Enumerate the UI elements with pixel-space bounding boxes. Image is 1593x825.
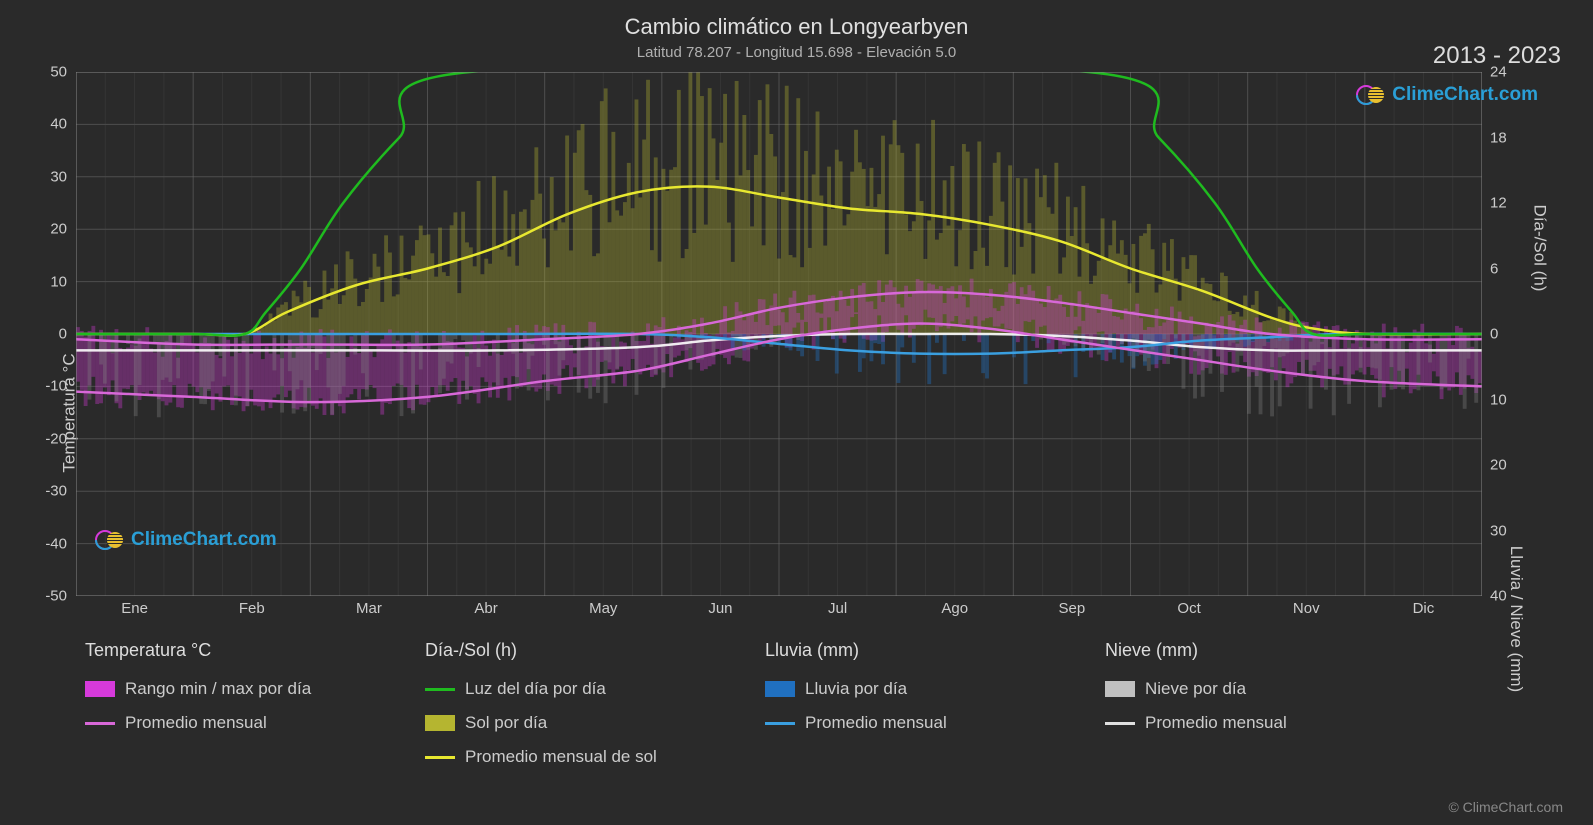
logo-icon (95, 525, 125, 555)
legend-title: Nieve (mm) (1105, 640, 1385, 661)
copyright: © ClimeChart.com (1448, 799, 1563, 815)
legend-label: Rango min / max por día (125, 679, 311, 699)
legend-item: Promedio mensual (1105, 713, 1385, 733)
swatch-icon (425, 715, 455, 731)
tick-right: 30 (1490, 522, 1507, 539)
logo-icon (1356, 80, 1386, 110)
chart-title: Cambio climático en Longyearbyen (0, 14, 1593, 40)
legend-title: Temperatura °C (85, 640, 365, 661)
tick-month: Jun (708, 600, 732, 617)
climate-chart: Cambio climático en Longyearbyen Latitud… (0, 0, 1593, 825)
tick-month: Oct (1177, 600, 1200, 617)
tick-left: -20 (27, 430, 67, 447)
watermark-top: ClimeChart.com (1356, 80, 1538, 110)
watermark-bottom: ClimeChart.com (95, 525, 277, 555)
swatch-line-icon (425, 688, 455, 691)
plot-svg (76, 72, 1482, 596)
tick-left: -30 (27, 483, 67, 500)
tick-right: 12 (1490, 195, 1507, 212)
legend-item: Promedio mensual de sol (425, 747, 705, 767)
tick-left: 0 (27, 326, 67, 343)
legend-label: Nieve por día (1145, 679, 1246, 699)
legend-item: Luz del día por día (425, 679, 705, 699)
legend-label: Promedio mensual (805, 713, 947, 733)
legend-label: Promedio mensual de sol (465, 747, 657, 767)
legend-col-daylight: Día-/Sol (h) Luz del día por día Sol por… (425, 640, 705, 767)
tick-right: 0 (1490, 326, 1498, 343)
legend-title: Lluvia (mm) (765, 640, 1045, 661)
legend-item: Promedio mensual (85, 713, 365, 733)
tick-right: 40 (1490, 588, 1507, 605)
legend-title: Día-/Sol (h) (425, 640, 705, 661)
y-axis-right-top-label: Día-/Sol (h) (1530, 204, 1550, 291)
tick-month: Nov (1293, 600, 1320, 617)
legend-item: Nieve por día (1105, 679, 1385, 699)
swatch-icon (765, 681, 795, 697)
watermark-text: ClimeChart.com (131, 529, 277, 551)
tick-month: Sep (1059, 600, 1086, 617)
watermark-text: ClimeChart.com (1392, 84, 1538, 106)
tick-left: 50 (27, 64, 67, 81)
chart-subtitle: Latitud 78.207 - Longitud 15.698 - Eleva… (0, 44, 1593, 61)
tick-month: Mar (356, 600, 382, 617)
legend-label: Promedio mensual (1145, 713, 1287, 733)
tick-left: 10 (27, 273, 67, 290)
swatch-line-icon (765, 722, 795, 725)
tick-month: Abr (474, 600, 497, 617)
legend-item: Sol por día (425, 713, 705, 733)
swatch-icon (85, 681, 115, 697)
legend-label: Promedio mensual (125, 713, 267, 733)
legend-col-snow: Nieve (mm) Nieve por día Promedio mensua… (1105, 640, 1385, 767)
tick-left: -40 (27, 535, 67, 552)
legend: Temperatura °C Rango min / max por día P… (85, 640, 1533, 767)
tick-month: Jul (828, 600, 847, 617)
tick-left: 40 (27, 116, 67, 133)
swatch-line-icon (85, 722, 115, 725)
tick-right: 18 (1490, 129, 1507, 146)
tick-right: 6 (1490, 260, 1498, 277)
tick-left: -10 (27, 378, 67, 395)
tick-right: 10 (1490, 391, 1507, 408)
swatch-line-icon (425, 756, 455, 759)
legend-item: Lluvia por día (765, 679, 1045, 699)
tick-month: Feb (239, 600, 265, 617)
legend-item: Rango min / max por día (85, 679, 365, 699)
legend-col-temp: Temperatura °C Rango min / max por día P… (85, 640, 365, 767)
tick-month: Ene (121, 600, 148, 617)
tick-month: Ago (941, 600, 968, 617)
tick-left: 30 (27, 168, 67, 185)
legend-label: Lluvia por día (805, 679, 907, 699)
tick-left: 20 (27, 221, 67, 238)
tick-month: Dic (1413, 600, 1435, 617)
tick-right: 24 (1490, 64, 1507, 81)
plot-area (76, 72, 1482, 596)
swatch-line-icon (1105, 722, 1135, 725)
swatch-icon (1105, 681, 1135, 697)
legend-col-rain: Lluvia (mm) Lluvia por día Promedio mens… (765, 640, 1045, 767)
legend-item: Promedio mensual (765, 713, 1045, 733)
tick-left: -50 (27, 588, 67, 605)
legend-label: Luz del día por día (465, 679, 606, 699)
tick-right: 20 (1490, 457, 1507, 474)
legend-label: Sol por día (465, 713, 547, 733)
tick-month: May (589, 600, 617, 617)
